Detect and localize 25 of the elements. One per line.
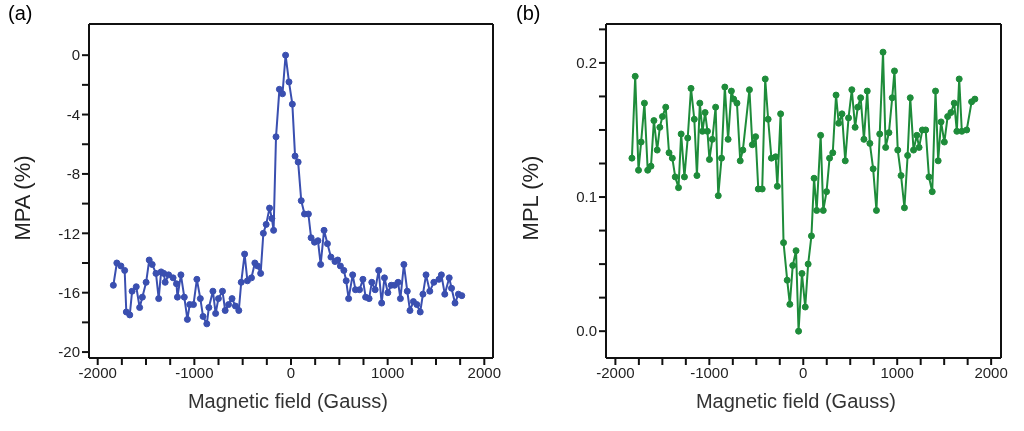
x-tick-label: 2000 [467, 363, 501, 381]
x-tick-label: -1000 [690, 363, 729, 381]
y-axis-title: MPA (%) [10, 155, 36, 241]
y-tick-label: 0.1 [576, 188, 597, 206]
y-tick-label: -20 [58, 343, 80, 361]
x-tick-label: 1000 [370, 363, 405, 381]
y-tick-label: 0.2 [576, 54, 597, 72]
x-tick-label: 0 [799, 363, 808, 381]
x-tick-label: 2000 [974, 363, 1008, 381]
x-axis-title: Magnetic field (Gauss) [186, 390, 390, 413]
chart-title: (a) [8, 2, 33, 25]
y-tick-label: -12 [58, 224, 80, 242]
y-tick-label: 0 [71, 46, 80, 64]
x-tick-label: 0 [286, 363, 296, 381]
x-tick-label: -2000 [596, 363, 635, 381]
x-tick-label: 1000 [880, 363, 914, 381]
x-tick-label: -1000 [175, 363, 214, 381]
y-tick-label: -4 [66, 105, 80, 123]
y-tick-label: 0.0 [576, 322, 597, 340]
y-tick-label: -16 [58, 284, 80, 302]
y-axis-title: MPL (%) [518, 155, 544, 241]
x-axis-title: Magnetic field (Gauss) [694, 390, 898, 413]
chart-title: (b) [516, 2, 541, 25]
x-tick-label: -2000 [78, 363, 117, 381]
y-tick-label: -8 [66, 165, 80, 183]
